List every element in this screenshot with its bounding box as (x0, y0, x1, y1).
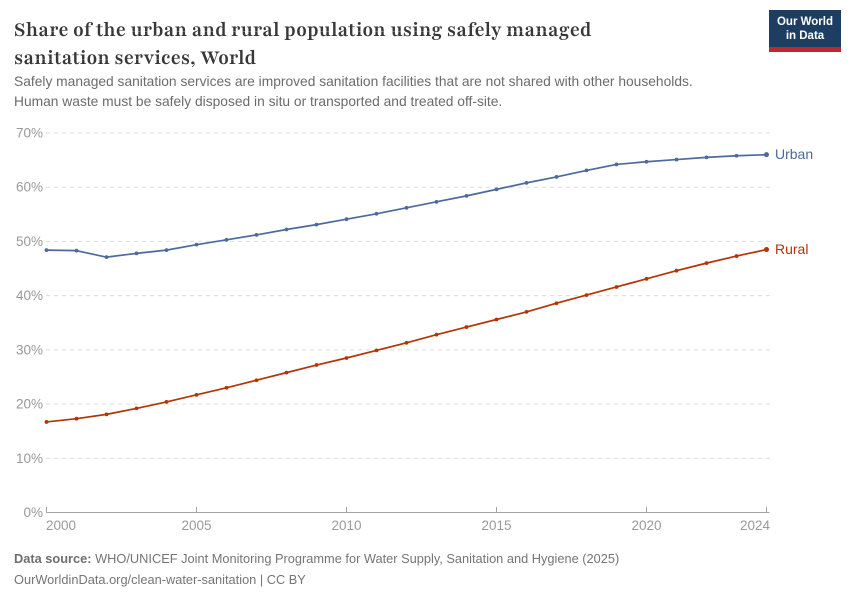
data-point[interactable] (734, 153, 739, 158)
data-point[interactable] (254, 233, 259, 237)
data-point[interactable] (464, 325, 469, 329)
data-point[interactable] (704, 261, 709, 266)
data-point[interactable] (284, 370, 289, 375)
data-point[interactable] (44, 420, 49, 424)
data-source-text: WHO/UNICEF Joint Monitoring Programme fo… (91, 551, 620, 566)
series-rural[interactable]: Rural (44, 241, 809, 424)
owid-logo-line-2: in Data (785, 29, 825, 42)
data-source-label: Data source: (14, 551, 92, 566)
y-tick-label: 30% (16, 342, 43, 357)
license-line[interactable]: OurWorldinData.org/clean-water-sanitatio… (14, 571, 306, 587)
series-line-rural[interactable] (45, 248, 768, 423)
y-tick-label: 40% (16, 288, 43, 303)
y-tick-label: 20% (16, 397, 43, 412)
data-point[interactable] (104, 255, 109, 260)
data-point[interactable] (434, 332, 439, 337)
y-tick-label: 70% (16, 126, 43, 141)
x-tick-label: 2005 (181, 518, 211, 533)
data-point[interactable] (524, 310, 529, 314)
data-point[interactable] (284, 227, 289, 232)
data-point[interactable] (194, 242, 199, 247)
data-point[interactable] (644, 159, 649, 164)
owid-logo-red-bar (769, 47, 841, 52)
x-axis: 2000 2005 2010 2015 2020 2024 (46, 507, 770, 533)
y-tick-labels: 0% 10% 20% 30% 40% 50% 60% 70% (16, 126, 43, 521)
data-point[interactable] (134, 251, 139, 256)
series-label-urban[interactable]: Urban (775, 146, 813, 162)
data-point[interactable] (494, 317, 499, 322)
owid-logo[interactable]: Our World in Data (769, 10, 841, 52)
data-point[interactable] (164, 248, 169, 253)
data-point[interactable] (434, 199, 439, 204)
chart-title-line-2: sanitation services, World (14, 45, 257, 71)
chart-footer: Data source: WHO/UNICEF Joint Monitoring… (14, 549, 834, 590)
data-point[interactable] (404, 340, 409, 345)
y-tick-label: 50% (16, 234, 43, 249)
data-point[interactable] (734, 254, 739, 258)
data-point[interactable] (404, 205, 409, 210)
data-point[interactable] (764, 152, 769, 158)
x-tick-label: 2020 (631, 518, 661, 533)
data-point[interactable] (224, 385, 229, 390)
data-point[interactable] (74, 416, 79, 421)
data-point[interactable] (224, 237, 229, 242)
data-point[interactable] (374, 211, 379, 216)
series-label-rural[interactable]: Rural (775, 241, 808, 257)
data-source-line: Data source: WHO/UNICEF Joint Monitoring… (14, 549, 834, 570)
data-point[interactable] (644, 276, 649, 281)
chart-title: Share of the urban and rural population … (14, 16, 754, 72)
data-point[interactable] (254, 378, 259, 383)
data-point[interactable] (764, 247, 769, 253)
data-point[interactable] (74, 248, 79, 253)
chart-subtitle: Safely managed sanitation services are i… (14, 72, 824, 112)
data-point[interactable] (704, 155, 709, 160)
data-point[interactable] (584, 293, 589, 298)
data-point[interactable] (674, 268, 679, 273)
y-tick-label: 0% (23, 505, 43, 520)
series-urban[interactable]: Urban (44, 146, 814, 260)
x-tick-label: 2010 (331, 518, 361, 533)
data-point[interactable] (164, 400, 169, 404)
chart-subtitle-line-1: Safely managed sanitation services are i… (14, 74, 693, 89)
data-point[interactable] (104, 412, 109, 417)
data-point[interactable] (524, 180, 529, 185)
data-point[interactable] (584, 168, 589, 173)
y-tick-label: 10% (16, 451, 43, 466)
data-point[interactable] (674, 157, 679, 162)
data-point[interactable] (344, 356, 349, 360)
data-point[interactable] (314, 222, 319, 227)
data-point[interactable] (614, 285, 619, 289)
x-tick-label: 2000 (46, 518, 76, 533)
data-point[interactable] (464, 193, 469, 198)
owid-logo-text: Our World in Data (769, 10, 841, 47)
data-point[interactable] (554, 301, 559, 306)
chart-title-line-1: Share of the urban and rural population … (14, 17, 592, 43)
x-tick-label: 2024 (740, 518, 771, 533)
owid-logo-line-1: Our World (776, 15, 833, 28)
data-point[interactable] (44, 248, 49, 253)
y-tick-label: 60% (16, 180, 43, 195)
data-point[interactable] (344, 217, 349, 222)
data-point[interactable] (374, 348, 379, 353)
x-tick-label: 2015 (481, 518, 511, 533)
data-point[interactable] (314, 363, 319, 367)
data-point[interactable] (134, 406, 139, 411)
data-point[interactable] (614, 162, 619, 167)
data-point[interactable] (554, 175, 559, 179)
y-gridlines (46, 132, 770, 459)
chart-subtitle-line-2: Human waste must be safely disposed in s… (14, 94, 503, 109)
data-point[interactable] (494, 187, 499, 192)
data-point[interactable] (194, 392, 199, 397)
